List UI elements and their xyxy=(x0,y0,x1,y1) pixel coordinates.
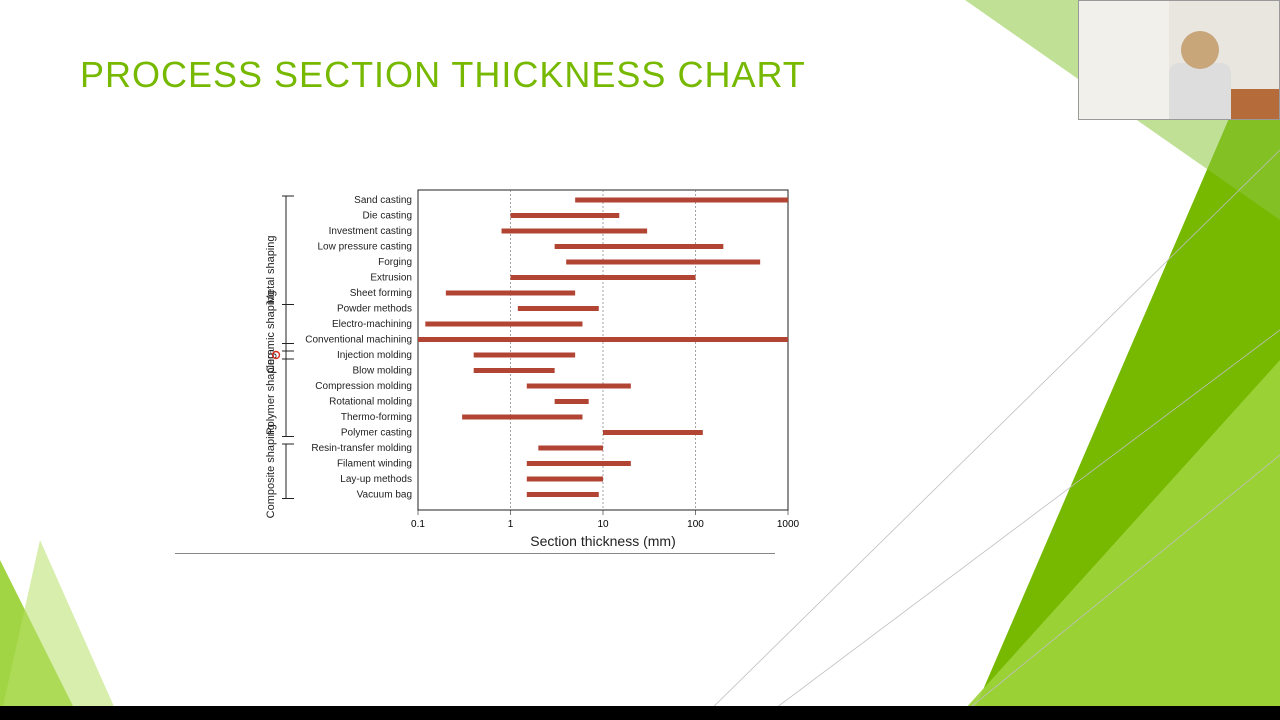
range-bar xyxy=(502,229,648,234)
range-bar xyxy=(425,322,582,327)
group-label: Composite shaping xyxy=(265,424,277,518)
group-bracket xyxy=(286,196,294,344)
range-bar xyxy=(527,384,631,389)
slide-title: PROCESS SECTION THICKNESS CHART xyxy=(80,54,806,96)
section-thickness-chart: 0.11101001000Section thickness (mm)Sand … xyxy=(160,180,800,540)
range-bar xyxy=(566,260,760,265)
process-label: Sand casting xyxy=(354,195,412,206)
x-axis-title: Section thickness (mm) xyxy=(530,533,675,549)
process-label: Rotational molding xyxy=(329,397,412,408)
range-bar xyxy=(511,275,696,280)
process-label: Injection molding xyxy=(337,350,412,361)
process-label: Investment casting xyxy=(329,226,412,237)
range-bar xyxy=(527,477,603,482)
process-label: Low pressure casting xyxy=(318,242,413,253)
range-bar xyxy=(527,461,631,466)
x-tick-label: 10 xyxy=(597,519,609,530)
process-label: Die casting xyxy=(363,211,412,222)
process-label: Extrusion xyxy=(370,273,412,284)
process-label: Forging xyxy=(378,257,412,268)
process-label: Polymer casting xyxy=(341,428,412,439)
group-label: Polymer shaping xyxy=(265,353,277,435)
chart-separator xyxy=(175,553,775,554)
range-bar xyxy=(555,244,724,249)
range-bar xyxy=(446,291,575,296)
range-bar xyxy=(511,213,620,218)
control-bar xyxy=(0,706,1280,720)
range-bar xyxy=(418,337,788,342)
x-tick-label: 1000 xyxy=(777,519,800,530)
process-label: Electro-machining xyxy=(332,319,412,330)
range-bar xyxy=(527,492,599,497)
process-label: Blow molding xyxy=(353,366,412,377)
range-bar xyxy=(518,306,599,311)
x-tick-label: 0.1 xyxy=(411,519,425,530)
process-label: Thermo-forming xyxy=(341,412,412,423)
process-label: Resin-transfer molding xyxy=(311,443,412,454)
process-label: Powder methods xyxy=(337,304,412,315)
process-label: Conventional machining xyxy=(305,335,412,346)
process-label: Lay-up methods xyxy=(340,474,412,485)
x-tick-label: 100 xyxy=(687,519,704,530)
range-bar xyxy=(474,368,555,373)
group-bracket xyxy=(286,351,294,437)
range-bar xyxy=(462,415,582,420)
range-bar xyxy=(474,353,575,358)
range-bar xyxy=(555,399,589,404)
webcam-thumbnail xyxy=(1078,0,1280,120)
x-tick-label: 1 xyxy=(508,519,514,530)
range-bar xyxy=(603,430,703,435)
range-bar xyxy=(575,198,788,203)
range-bar xyxy=(538,446,603,451)
process-label: Filament winding xyxy=(337,459,412,470)
process-label: Compression molding xyxy=(315,381,412,392)
process-label: Vacuum bag xyxy=(357,490,412,501)
group-bracket xyxy=(286,444,294,499)
process-label: Sheet forming xyxy=(350,288,412,299)
